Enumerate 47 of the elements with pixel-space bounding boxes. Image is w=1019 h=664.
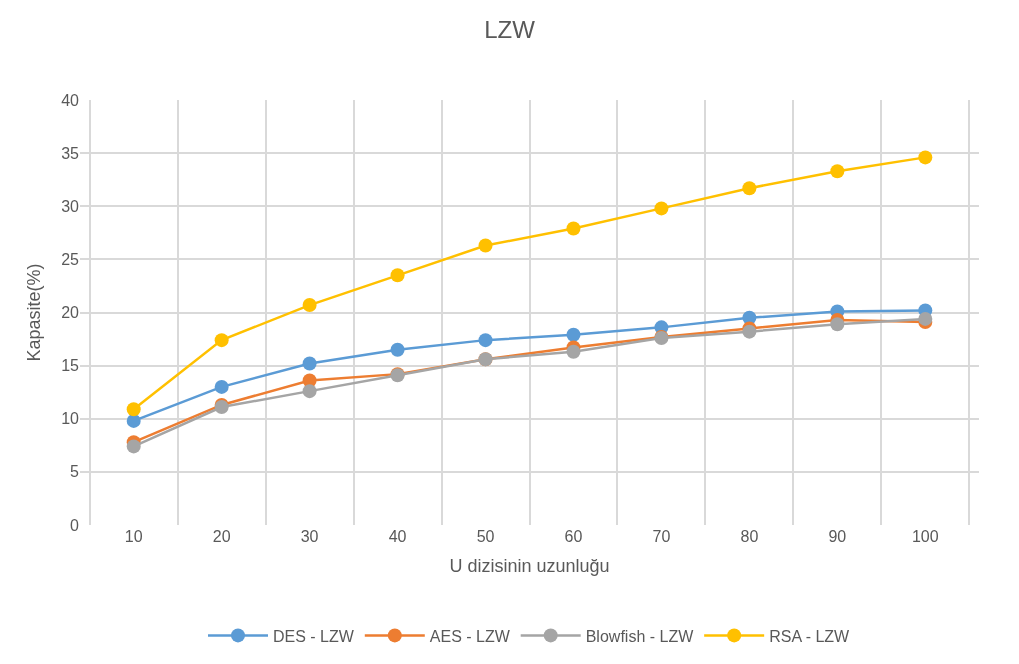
chart-title: LZW (484, 16, 536, 44)
y-tick-label: 0 (70, 516, 80, 534)
y-axis-title: Kapasite(%) (24, 263, 45, 362)
x-tick-label: 40 (388, 528, 407, 545)
x-tick-label: 90 (828, 528, 847, 545)
y-tick-label: 25 (61, 250, 80, 268)
y-tick-label: 15 (61, 357, 80, 375)
point (742, 181, 757, 196)
y-tick-label: 40 (61, 91, 80, 109)
point (918, 150, 933, 165)
point (566, 221, 581, 236)
point (478, 333, 493, 348)
y-tick-label: 30 (61, 197, 80, 215)
x-tick-label: 30 (300, 528, 319, 545)
point (390, 342, 405, 357)
point (214, 379, 229, 394)
legend-label: Blowfish - LZW (585, 627, 695, 645)
point (566, 344, 581, 359)
point (302, 384, 317, 399)
point (302, 298, 317, 313)
legend-label: AES - LZW (429, 627, 511, 645)
x-tick-label: 20 (212, 528, 231, 545)
point (918, 311, 933, 326)
y-tick-label: 20 (61, 304, 80, 322)
x-tick-label: 10 (124, 528, 143, 545)
point (478, 238, 493, 253)
y-tick-label: 5 (70, 463, 80, 481)
y-tick-label: 35 (61, 144, 80, 162)
x-tick-label: 70 (652, 528, 671, 545)
y-tick-label: 10 (61, 410, 80, 428)
point (302, 356, 317, 371)
point (214, 333, 229, 348)
point (126, 439, 141, 454)
point (654, 201, 669, 216)
legend-label: DES - LZW (273, 627, 355, 645)
point (126, 413, 141, 428)
point (830, 317, 845, 332)
x-tick-label: 80 (740, 528, 759, 545)
x-tick-label: 100 (911, 528, 939, 545)
x-axis-title: U dizisinin uzunluğu (449, 556, 610, 577)
point (566, 327, 581, 342)
x-tick-label: 50 (476, 528, 495, 545)
point (390, 268, 405, 283)
point (830, 164, 845, 179)
x-tick-label: 60 (564, 528, 583, 545)
point (126, 402, 141, 417)
legend-label: RSA - LZW (769, 627, 851, 645)
